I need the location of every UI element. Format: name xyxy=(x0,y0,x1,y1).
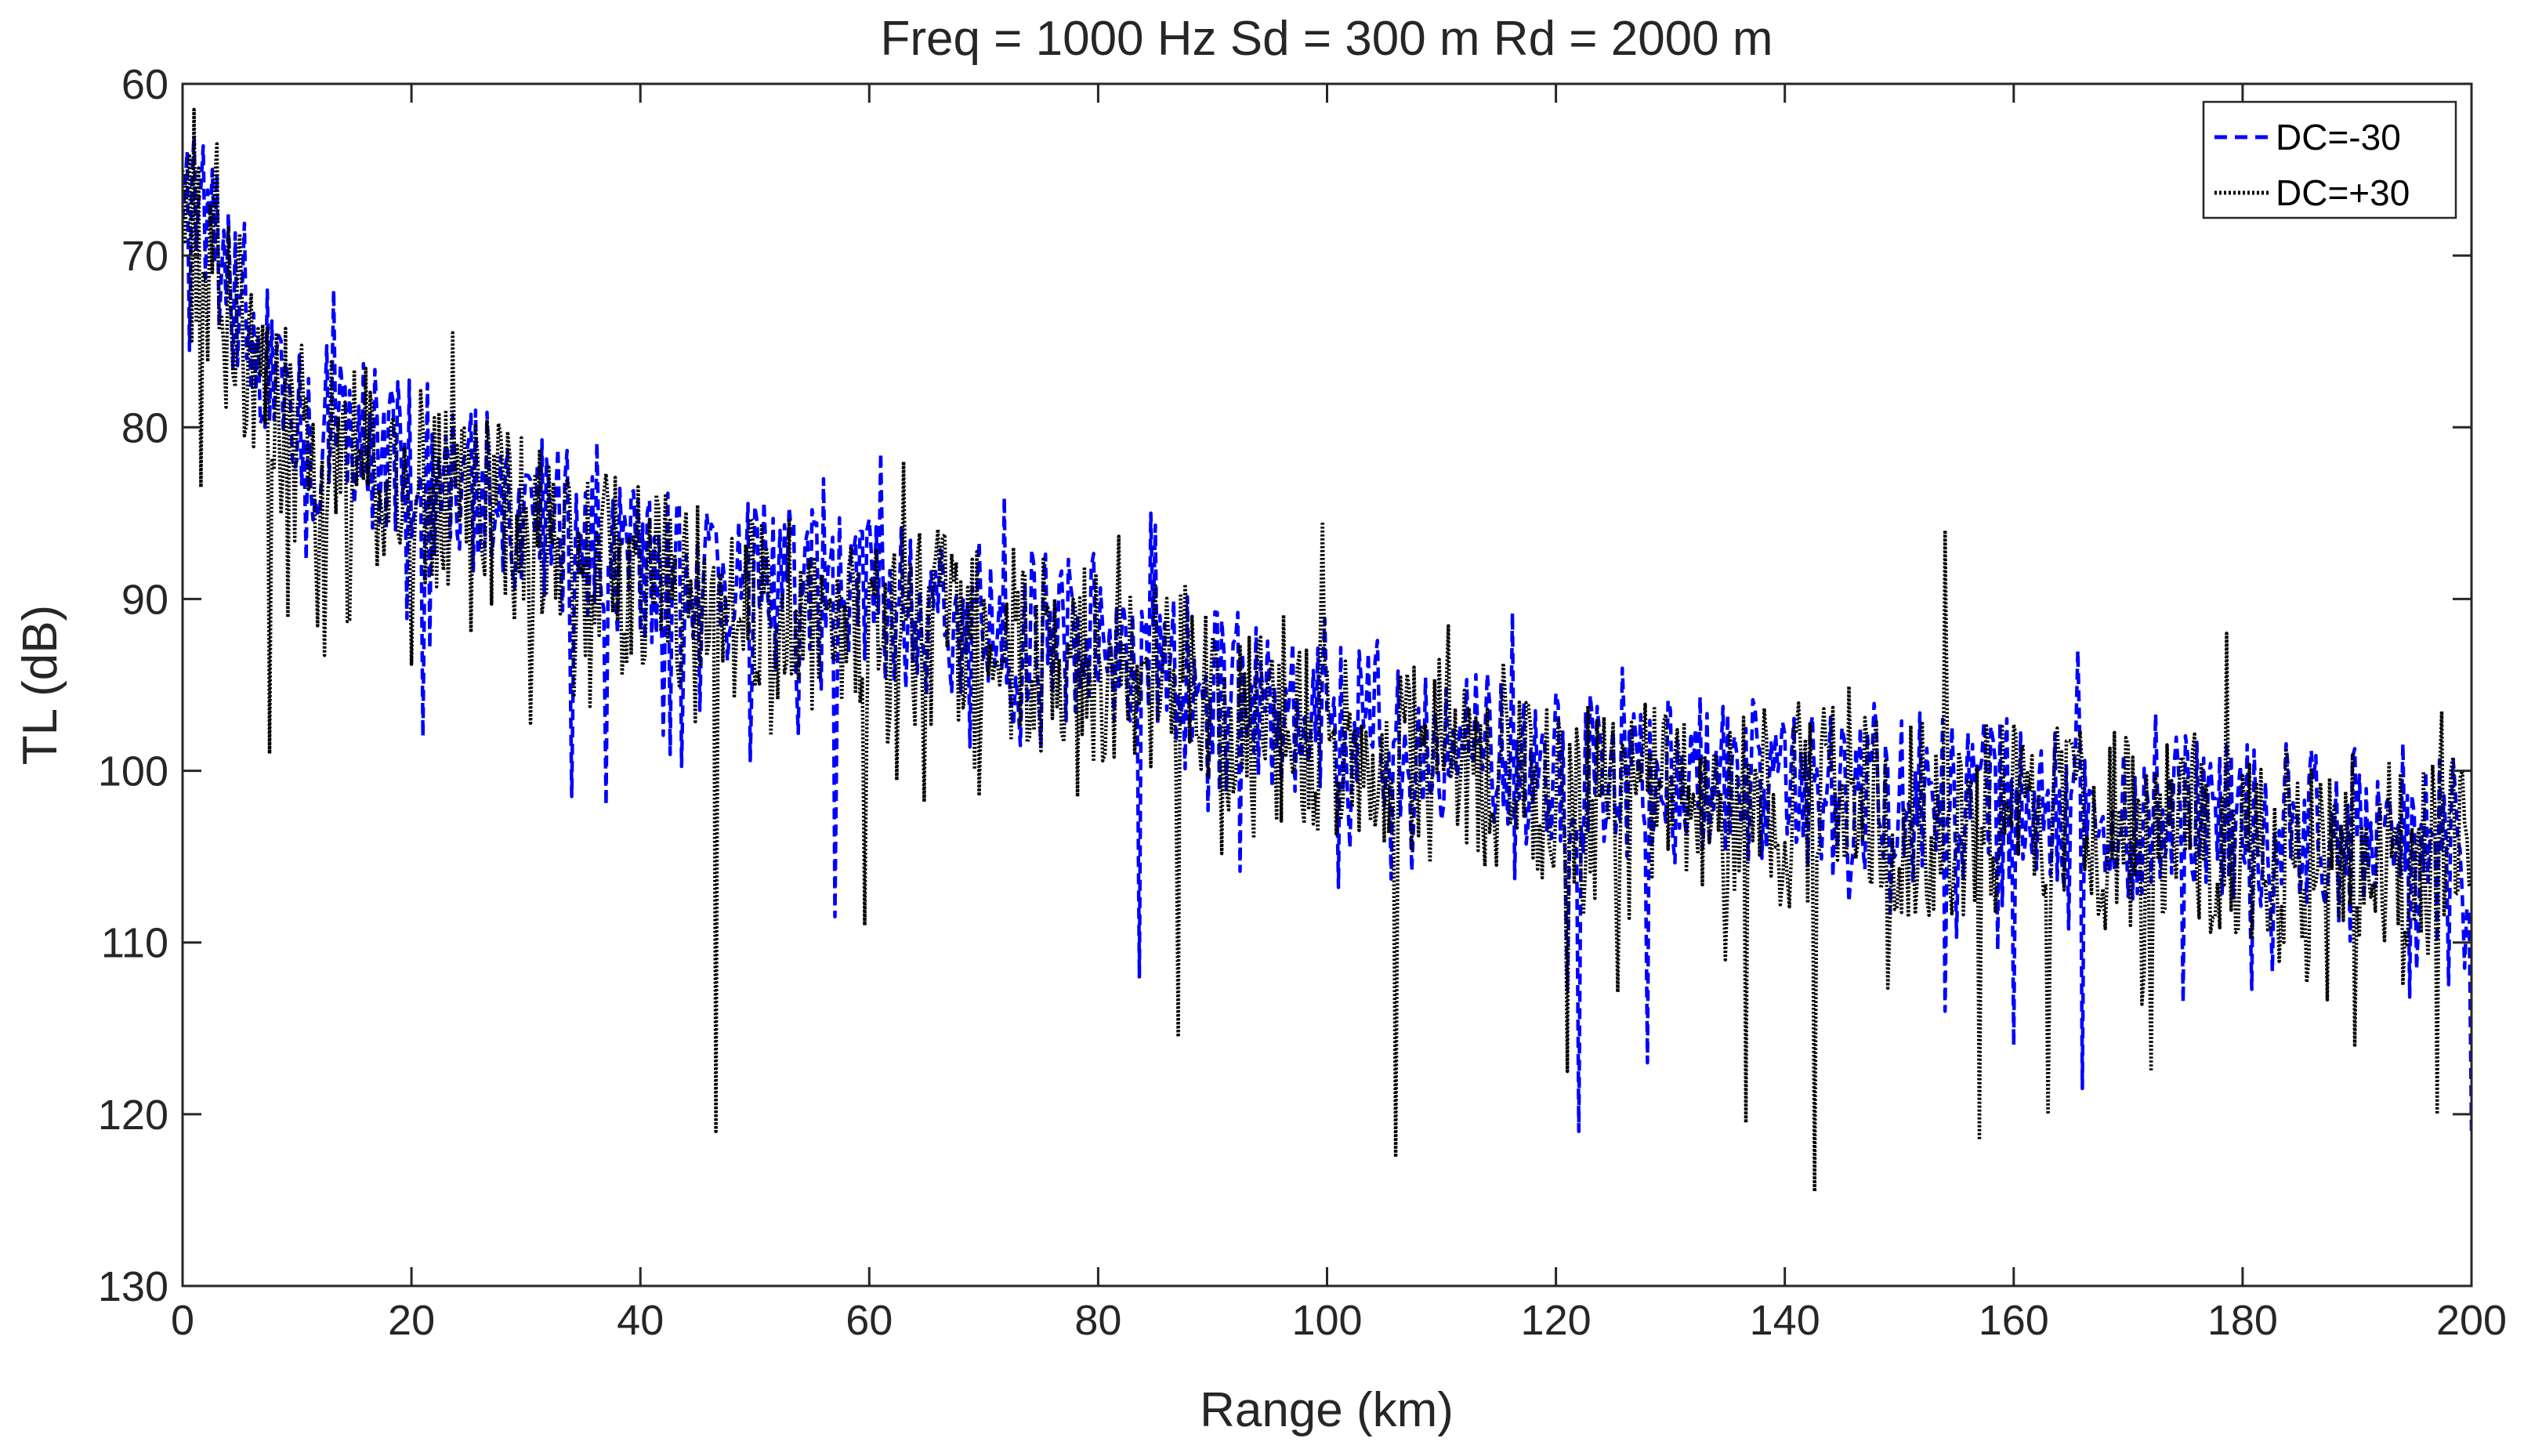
x-tick-label: 160 xyxy=(1979,1297,2049,1344)
legend-box xyxy=(2202,100,2457,219)
series-line-dc-minus-30 xyxy=(183,133,2471,1134)
y-tick-label: 120 xyxy=(98,1092,168,1139)
x-tick-label: 100 xyxy=(1291,1297,1362,1344)
series-layer xyxy=(183,107,2471,1193)
x-tick-label: 20 xyxy=(388,1297,435,1344)
legend-label-dc-plus-30: DC=+30 xyxy=(2276,172,2410,213)
y-tick-label: 100 xyxy=(98,748,168,795)
x-tick-label: 200 xyxy=(2436,1297,2507,1344)
y-tick-label: 70 xyxy=(121,233,168,280)
y-tick-label: 130 xyxy=(98,1263,168,1310)
y-axis-label: TL (dB) xyxy=(13,605,67,765)
y-tick-label: 110 xyxy=(101,920,168,967)
x-tick-label: 60 xyxy=(846,1297,893,1344)
y-tick-label: 60 xyxy=(121,61,168,108)
y-ticks: 60 70 80 90 100 110 120 130 xyxy=(98,61,2471,1310)
y-tick-label: 80 xyxy=(121,404,168,451)
y-tick-label: 90 xyxy=(121,576,168,623)
x-tick-label: 40 xyxy=(617,1297,664,1344)
x-tick-label: 180 xyxy=(2207,1297,2278,1344)
x-tick-label: 120 xyxy=(1521,1297,1592,1344)
x-tick-label: 80 xyxy=(1074,1297,1121,1344)
x-tick-label: 140 xyxy=(1750,1297,1820,1344)
x-tick-label: 0 xyxy=(171,1297,194,1344)
x-axis-label: Range (km) xyxy=(1200,1383,1454,1437)
x-ticks: 0 20 40 60 80 100 120 140 160 180 200 xyxy=(171,84,2507,1344)
chart-title: Freq = 1000 Hz Sd = 300 m Rd = 2000 m xyxy=(880,12,1773,66)
legend-label-dc-minus-30: DC=-30 xyxy=(2276,117,2401,158)
legend: DC=-30 DC=+30 xyxy=(2202,100,2457,219)
